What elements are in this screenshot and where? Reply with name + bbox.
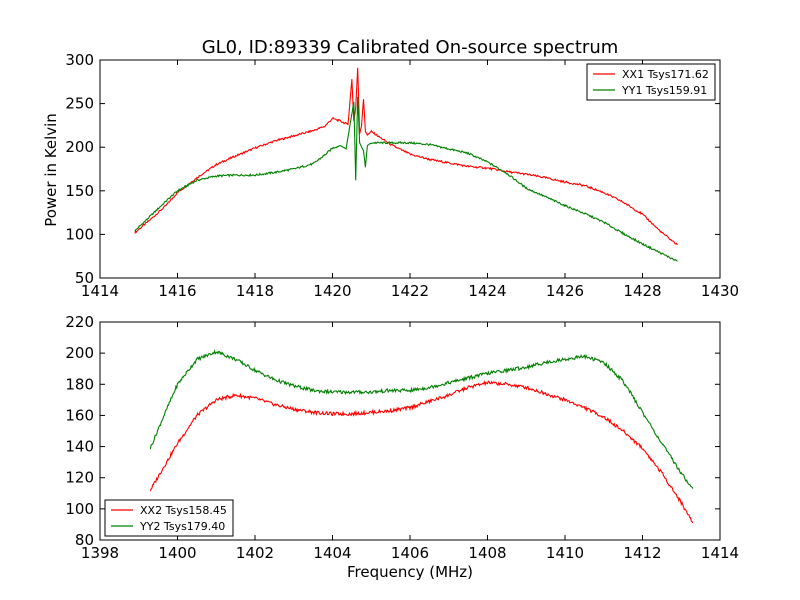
series-line-1 bbox=[134, 67, 678, 246]
top-spectrum-plot: 1414 1416 1418 1420 1422 1424 1426 1428 1430 50 10… bbox=[65, 51, 739, 300]
legend-label: XX1 Tsys171.62 bbox=[622, 68, 709, 81]
y-axis-label: Power in Kelvin bbox=[42, 113, 60, 227]
y-tick-label: 80 bbox=[75, 531, 94, 549]
legend-label: YY1 Tsys159.91 bbox=[621, 84, 707, 97]
x-tick-label: 1410 bbox=[546, 544, 584, 562]
y-tick-label: 50 bbox=[75, 269, 94, 287]
x-tick-label: 1414 bbox=[81, 282, 119, 300]
x-tick-label: 1402 bbox=[236, 544, 274, 562]
x-tick-label: 1406 bbox=[391, 544, 429, 562]
x-tick-label: 1412 bbox=[623, 544, 661, 562]
y-tick-label: 100 bbox=[65, 500, 94, 518]
x-tick-label: 1422 bbox=[391, 282, 429, 300]
y-tick-label: 140 bbox=[65, 438, 94, 456]
y-tick-label: 200 bbox=[65, 138, 94, 156]
x-tick-label: 1400 bbox=[158, 544, 196, 562]
legend-box bbox=[104, 499, 234, 537]
x-axis-label: Frequency (MHz) bbox=[347, 563, 473, 581]
plot-traces bbox=[149, 349, 694, 524]
y-tick-label: 250 bbox=[65, 95, 94, 113]
y-tick-label: 120 bbox=[65, 469, 94, 487]
legend: XX1 Tsys171.62 YY1 Tsys159.91 bbox=[586, 63, 716, 101]
bottom-spectrum-plot: 1398 1400 1402 1404 1406 1408 1410 1412 1414 80 10… bbox=[65, 313, 739, 562]
series-line-2 bbox=[149, 349, 694, 489]
y-tick-label: 150 bbox=[65, 182, 94, 200]
x-tick-label: 1428 bbox=[623, 282, 661, 300]
y-tick-label: 180 bbox=[65, 375, 94, 393]
y-tick-label: 160 bbox=[65, 406, 94, 424]
x-tick-label: 1416 bbox=[158, 282, 196, 300]
x-tick-label: 1430 bbox=[701, 282, 739, 300]
x-tick-label: 1418 bbox=[236, 282, 274, 300]
y-tick-label: 100 bbox=[65, 225, 94, 243]
x-tick-label: 1420 bbox=[313, 282, 351, 300]
legend: XX2 Tsys158.45 YY2 Tsys179.40 bbox=[104, 499, 234, 537]
legend-box bbox=[586, 63, 716, 101]
plot-traces bbox=[134, 67, 678, 262]
x-tick-label: 1424 bbox=[468, 282, 506, 300]
series-line-1 bbox=[149, 380, 694, 524]
y-tick-label: 200 bbox=[65, 344, 94, 362]
y-tick-label: 220 bbox=[65, 313, 94, 331]
figure-title: GL0, ID:89339 Calibrated On-source spect… bbox=[202, 37, 619, 58]
x-tick-label: 1398 bbox=[81, 544, 119, 562]
series-line-2 bbox=[134, 96, 678, 262]
legend-label: YY2 Tsys179.40 bbox=[139, 520, 225, 533]
x-tick-label: 1408 bbox=[468, 544, 506, 562]
legend-label: XX2 Tsys158.45 bbox=[140, 504, 227, 517]
x-tick-label: 1414 bbox=[701, 544, 739, 562]
y-tick-label: 300 bbox=[65, 51, 94, 69]
x-tick-label: 1426 bbox=[546, 282, 584, 300]
x-tick-label: 1404 bbox=[313, 544, 351, 562]
